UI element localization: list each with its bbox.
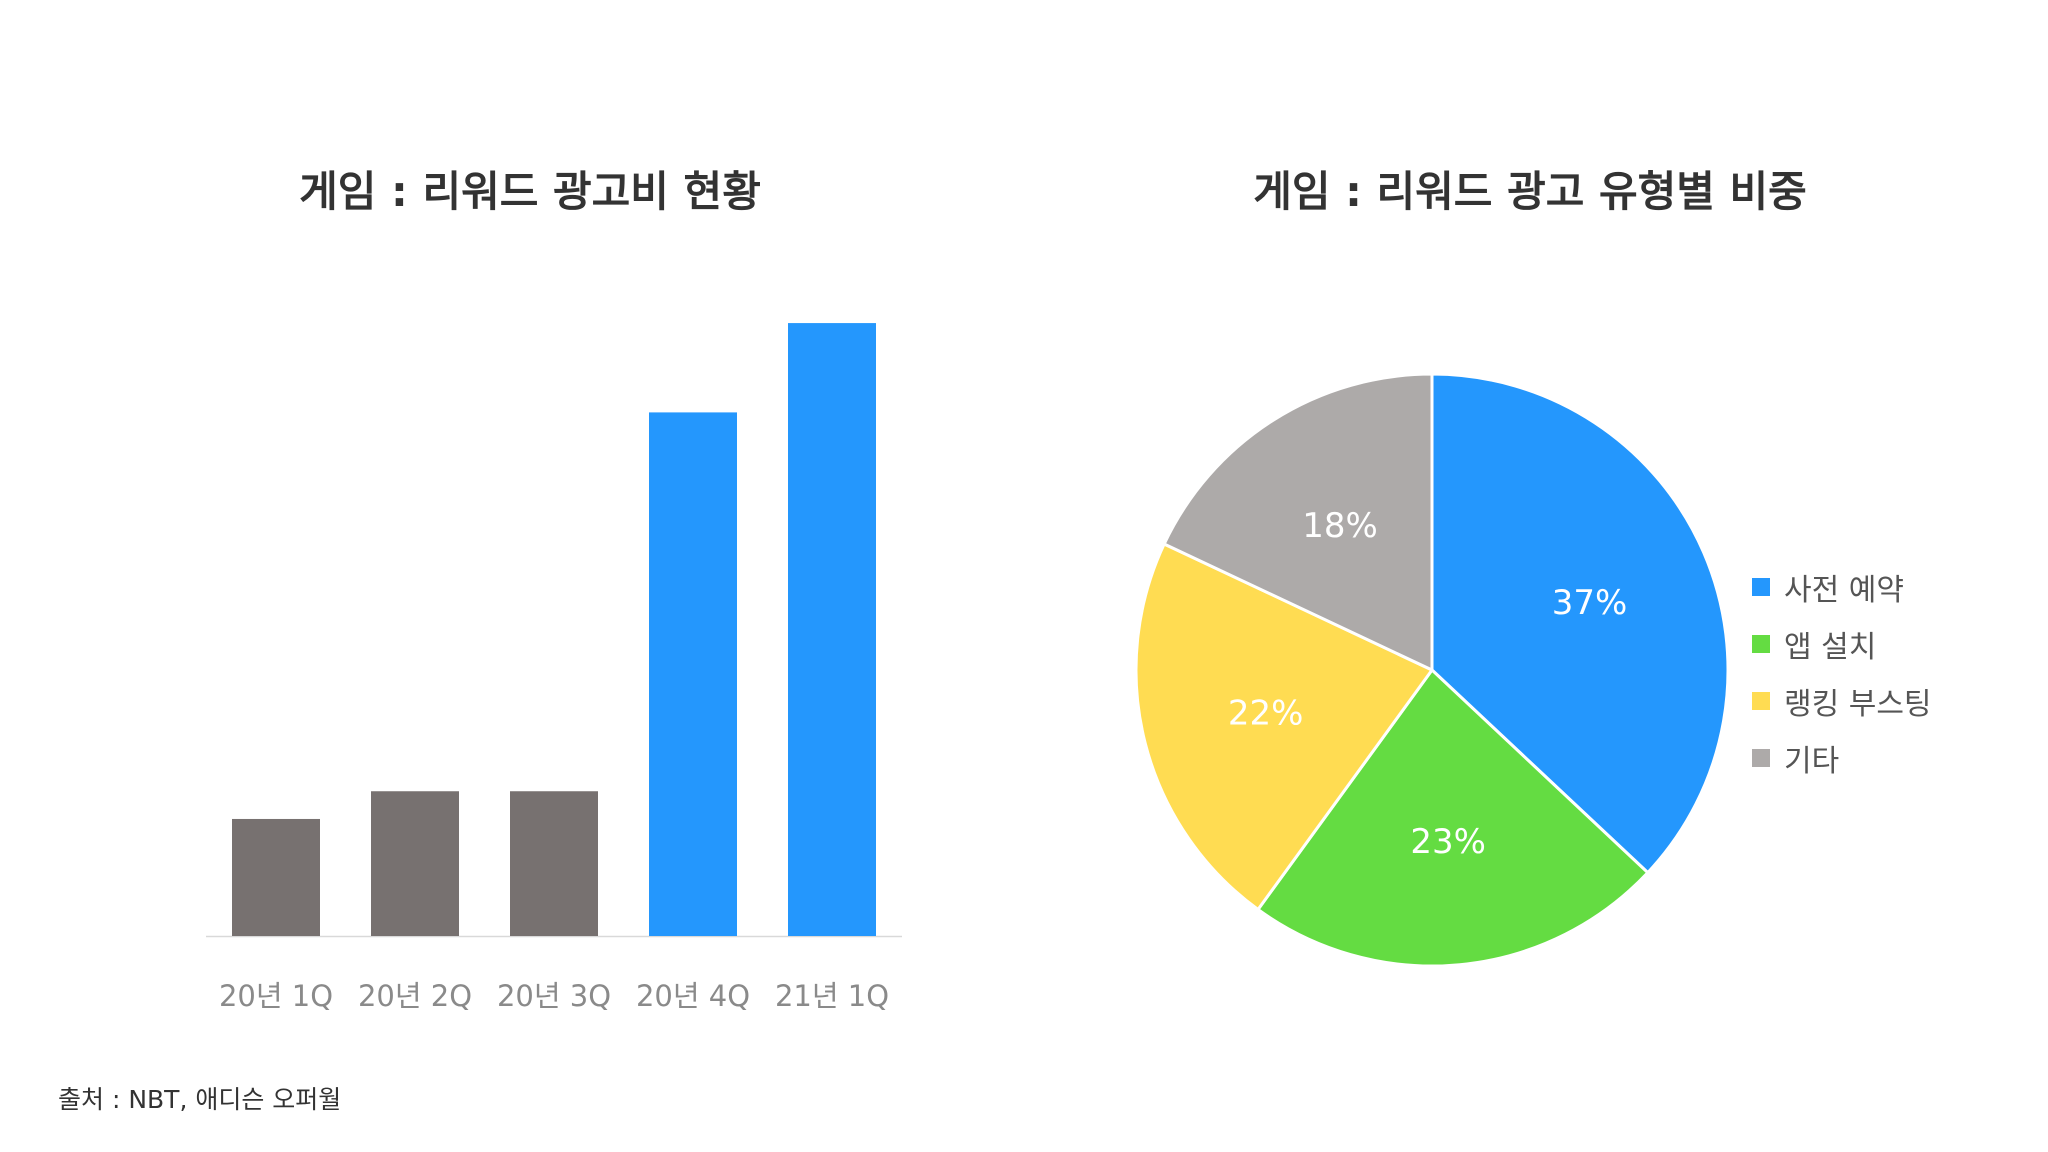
legend-item: 기타: [1752, 729, 1932, 786]
pie-slice-4: [1162, 372, 1434, 672]
pie-slice-label: 37%: [1552, 583, 1628, 623]
bar-tick-label: 20년 3Q: [497, 979, 611, 1013]
pie-slice-label: 22%: [1228, 694, 1304, 734]
legend-swatch: [1752, 634, 1770, 653]
legend-label: 앱 설치: [1784, 629, 1877, 665]
bar-4: [649, 412, 737, 936]
pie-slice-label: 23%: [1410, 822, 1486, 862]
bar-tick-label: 21년 1Q: [775, 979, 889, 1013]
source-note: 출처 : NBT, 애디슨 오퍼월: [58, 1085, 342, 1114]
bar-1: [232, 818, 320, 936]
legend-item: 앱 설치: [1752, 615, 1932, 672]
bar-tick-label: 20년 2Q: [358, 979, 472, 1013]
legend-swatch: [1752, 691, 1770, 710]
bar-tick-label: 20년 1Q: [219, 979, 333, 1013]
bar-tick-label: 20년 4Q: [636, 979, 750, 1013]
pie-slice-1: [1430, 372, 1730, 875]
legend-swatch: [1752, 577, 1770, 596]
legend-item: 랭킹 부스팅: [1752, 672, 1932, 729]
legend-label: 랭킹 부스팅: [1784, 686, 1932, 722]
bar-chart-title: 게임 : 리워드 광고비 현황: [299, 167, 761, 216]
pie-chart-title: 게임 : 리워드 광고 유형별 비중: [1253, 167, 1807, 216]
legend-swatch: [1752, 748, 1770, 767]
pie-slice-label: 18%: [1302, 506, 1378, 546]
bar-2: [371, 791, 459, 936]
pie-slice-2: [1256, 668, 1650, 968]
legend-label: 기타: [1784, 743, 1840, 779]
bar-5: [788, 323, 876, 937]
bar-3: [510, 791, 598, 936]
legend-item: 사전 예약: [1752, 558, 1932, 615]
legend-label: 사전 예약: [1784, 572, 1904, 608]
